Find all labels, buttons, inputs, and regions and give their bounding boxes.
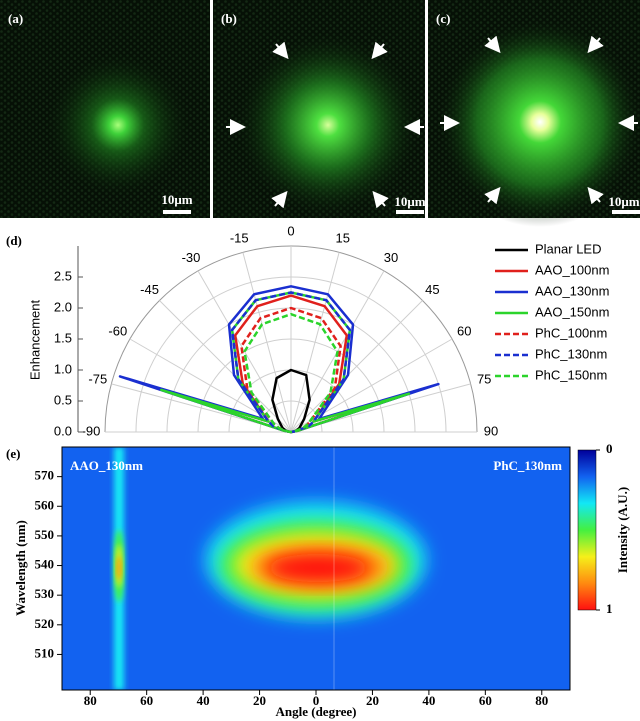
radial-tick-label: 2.0 [54, 299, 72, 314]
intensity-streak [117, 556, 121, 580]
panel-label: (c) [436, 11, 450, 26]
x-tick-label: 0 [313, 693, 320, 708]
colorbar-tick-label: 0 [606, 441, 613, 456]
radial-tick-label: 1.5 [54, 330, 72, 345]
colorbar [577, 449, 597, 611]
grid-spoke [290, 300, 423, 433]
angle-tick-label: -30 [182, 250, 201, 265]
angle-tick-label: 60 [457, 323, 471, 338]
grid-spoke [159, 300, 292, 433]
y-tick-label: 550 [35, 527, 55, 542]
angle-tick-label: 15 [336, 230, 350, 245]
colorbar-label: Intensity (A.U.) [615, 487, 630, 573]
intensity-region [266, 554, 370, 582]
legend-label: AAO_100nm [535, 262, 609, 277]
y-tick-label: 560 [35, 497, 55, 512]
annotation: PhC_130nm [493, 458, 562, 473]
y-axis-label: Wavelength (nm) [13, 520, 28, 616]
legend-label: PhC_100nm [535, 325, 607, 340]
legend-label: Planar LED [535, 241, 601, 256]
scale-bar-label: 10μm [608, 194, 639, 209]
angle-tick-label: 45 [425, 282, 439, 297]
polar-plot: -90 -75 -60 -45 -30 -15 0 15 30 45 60 75 90 0.0 0.5 1.0… [54, 223, 610, 438]
grid-spoke [290, 252, 340, 433]
micrograph-b: (b) 10μm [213, 0, 426, 220]
series-line [230, 291, 352, 434]
x-tick-label: 60 [140, 693, 153, 708]
x-axis-label: Angle (degree) [276, 704, 357, 719]
grid-spoke [242, 252, 292, 433]
micrograph-a: (a) 10μm [0, 0, 210, 218]
panel-label: (d) [6, 233, 22, 248]
scale-bar-label: 10μm [161, 192, 192, 207]
x-tick-label: 80 [535, 693, 548, 708]
angle-tick-label: -90 [82, 423, 101, 438]
legend-label: PhC_150nm [535, 367, 607, 382]
angle-tick-label: -45 [140, 282, 159, 297]
series-line [243, 312, 339, 434]
angle-tick-label: 30 [384, 250, 398, 265]
heatmap-axes: 80 60 40 20 0 20 40 60 80 510 520 530 540 550 560 570 0 1 [35, 441, 613, 708]
angle-tick-label: -60 [108, 323, 127, 338]
x-tick-label: 40 [422, 693, 435, 708]
annotation: AAO_130nm [70, 458, 143, 473]
angle-tick-label: -15 [230, 230, 249, 245]
angle-tick-label: 90 [484, 423, 498, 438]
y-tick-label: 510 [35, 645, 55, 660]
scale-bar-label: 10μm [394, 194, 425, 209]
angle-tick-label: 75 [477, 372, 491, 387]
y-tick-label: 570 [35, 468, 55, 483]
panel-label: (e) [6, 446, 20, 461]
x-tick-label: 20 [253, 693, 266, 708]
y-tick-label: 530 [35, 586, 55, 601]
angle-tick-label: -75 [88, 372, 107, 387]
x-tick-label: 60 [479, 693, 492, 708]
legend-label: AAO_150nm [535, 304, 609, 319]
radial-tick-label: 0.5 [54, 392, 72, 407]
y-tick-label: 540 [35, 557, 55, 572]
radial-tick-label: 1.0 [54, 361, 72, 376]
panel-label: (b) [221, 11, 237, 26]
colorbar-tick-label: 1 [606, 601, 613, 616]
panel-label: (a) [8, 11, 23, 26]
legend-label: PhC_130nm [535, 346, 607, 361]
legend-label: AAO_130nm [535, 283, 609, 298]
heatmap-image [62, 447, 570, 690]
x-tick-label: 20 [366, 693, 379, 708]
micrograph-c: (c) 10μm [428, 0, 640, 227]
x-tick-label: 40 [197, 693, 210, 708]
divider [333, 447, 335, 690]
radial-tick-label: 2.5 [54, 268, 72, 283]
y-axis-label: Enhancement [27, 300, 42, 381]
angle-tick-label: 0 [287, 223, 294, 238]
x-tick-label: 80 [84, 693, 97, 708]
radial-tick-label: 0.0 [54, 423, 72, 438]
y-tick-label: 520 [35, 616, 55, 631]
